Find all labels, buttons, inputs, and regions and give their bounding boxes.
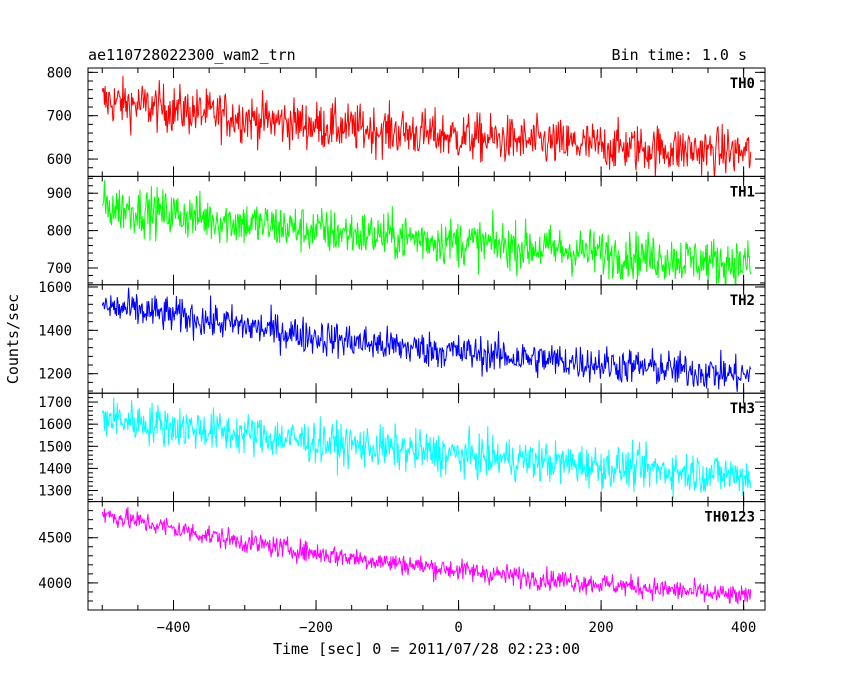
x-tick-label: −200 [299, 620, 333, 636]
y-axis-label: Counts/sec [4, 294, 22, 384]
series-line-th0 [101, 75, 752, 177]
y-tick-label: 1200 [38, 367, 72, 383]
panel-frame [87, 284, 766, 394]
series-line-th2 [101, 287, 752, 392]
panel-th1: 700 800 900 TH1 [47, 175, 766, 286]
panel-th0123: 4000 4500 TH0123 [38, 501, 766, 611]
y-tick-label: 4000 [38, 576, 72, 592]
x-tick-label: −400 [157, 620, 191, 636]
y-tick-label: 1400 [38, 323, 72, 339]
y-tick-label: 1600 [38, 280, 72, 296]
y-tick-label: 700 [47, 261, 72, 277]
y-tick-label: 600 [47, 152, 72, 168]
panel-label-th3: TH3 [730, 401, 755, 417]
x-axis-label: Time [sec] 0 = 2011/07/28 02:23:00 [273, 640, 580, 658]
y-tick-label: 700 [47, 109, 72, 125]
bin-time-label: Bin time: 1.0 s [612, 46, 747, 64]
chart-title: ae110728022300_wam2_trn [88, 46, 296, 64]
y-tick-label: 1400 [38, 461, 72, 477]
x-tick-label: 0 [454, 620, 462, 636]
series-line-th1 [101, 180, 752, 285]
panel-th0: 600 700 800 TH0 [47, 65, 766, 177]
series-line-th3 [101, 397, 752, 499]
x-tick-label: 400 [731, 620, 756, 636]
y-tick-label: 1700 [38, 395, 72, 411]
y-tick-label: 900 [47, 186, 72, 202]
panel-label-th0: TH0 [730, 76, 755, 92]
x-tick-label: 200 [588, 620, 613, 636]
series-line-th0123 [101, 506, 752, 605]
panel-th2: 1200 1400 1600 TH2 [38, 280, 766, 394]
y-tick-label: 800 [47, 224, 72, 240]
panel-label-th0123: TH0123 [704, 510, 755, 526]
y-tick-label: 800 [47, 65, 72, 81]
y-tick-label: 4500 [38, 531, 72, 547]
y-tick-label: 1300 [38, 484, 72, 500]
panel-th3: 1300 1400 1500 1600 1700 TH3 [38, 392, 766, 503]
panel-label-th1: TH1 [730, 184, 755, 200]
y-tick-label: 1600 [38, 417, 72, 433]
y-tick-label: 1500 [38, 439, 72, 455]
panel-label-th2: TH2 [730, 293, 755, 309]
